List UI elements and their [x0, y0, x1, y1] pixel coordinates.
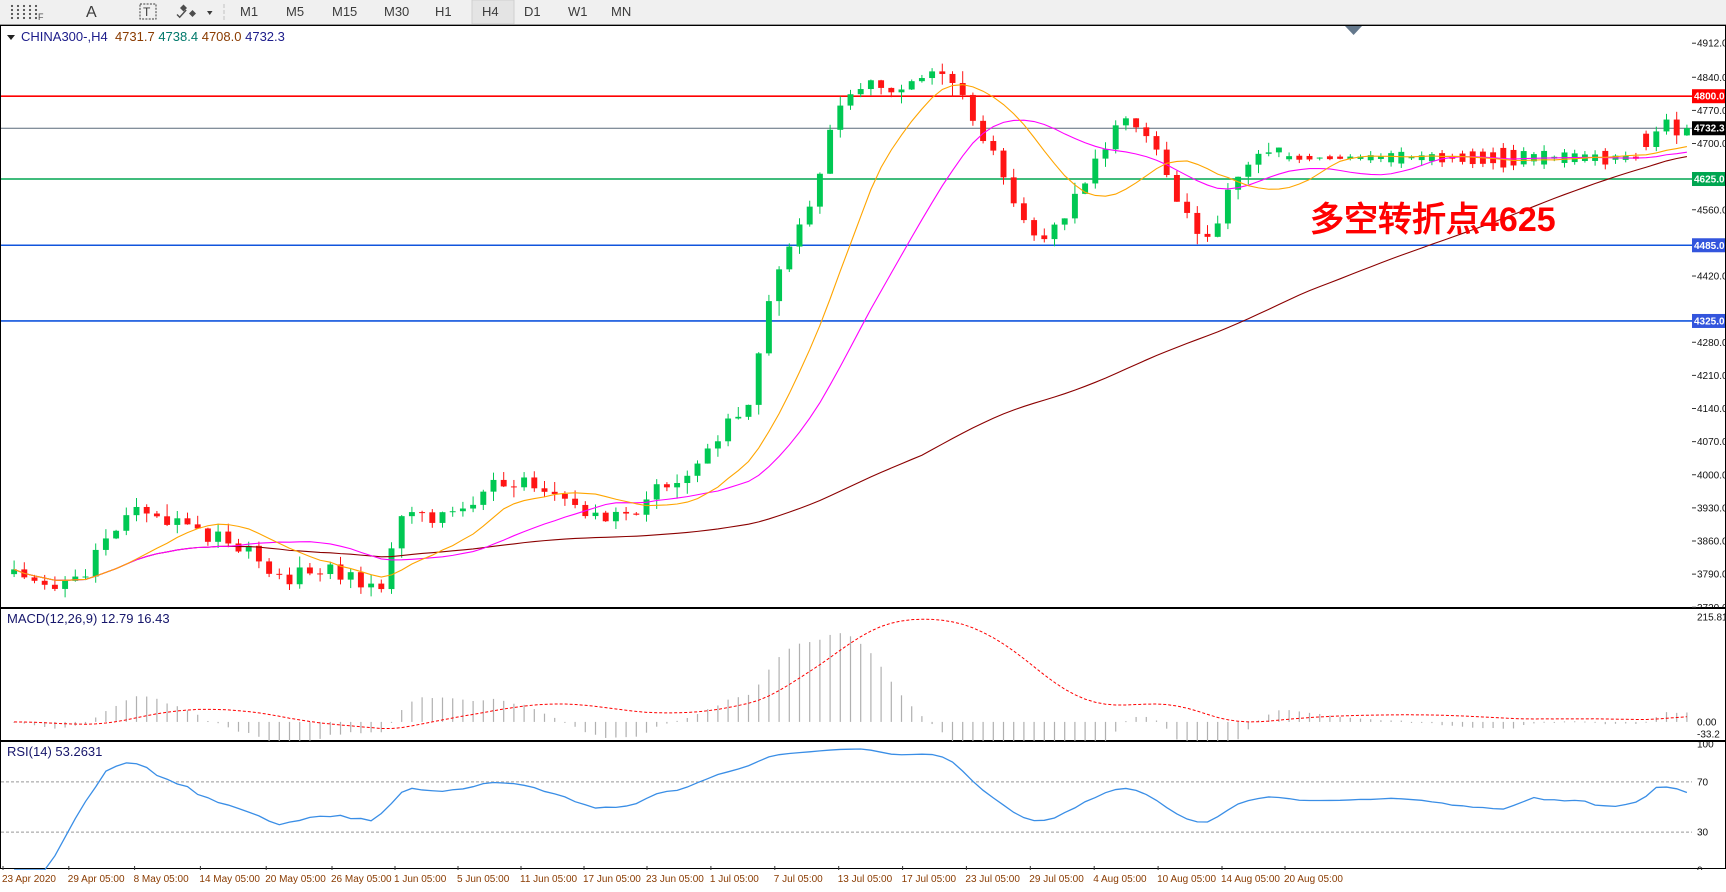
svg-text:T: T: [143, 5, 151, 19]
svg-text:4560.0: 4560.0: [1697, 205, 1726, 216]
svg-text:100: 100: [1697, 742, 1714, 751]
svg-text:4485.0: 4485.0: [1694, 241, 1725, 252]
svg-text:M1: M1: [240, 4, 258, 19]
svg-text:4912.0: 4912.0: [1697, 39, 1726, 50]
svg-text:4800.0: 4800.0: [1694, 92, 1725, 103]
svg-text:F: F: [38, 12, 44, 22]
svg-text:4770.0: 4770.0: [1697, 106, 1726, 117]
svg-text:H4: H4: [482, 4, 499, 19]
svg-text:4840.0: 4840.0: [1697, 73, 1726, 84]
svg-text:4280.0: 4280.0: [1697, 338, 1726, 349]
svg-text:215.81: 215.81: [1697, 613, 1726, 624]
svg-text:4700.0: 4700.0: [1697, 139, 1726, 150]
svg-text:4420.0: 4420.0: [1697, 272, 1726, 283]
svg-text:M30: M30: [384, 4, 409, 19]
svg-text:4210.0: 4210.0: [1697, 371, 1726, 382]
svg-text:4732.3: 4732.3: [1694, 124, 1725, 135]
svg-text:D1: D1: [524, 4, 541, 19]
svg-text:W1: W1: [568, 4, 588, 19]
svg-text:3930.0: 3930.0: [1697, 503, 1726, 514]
svg-text:4000.0: 4000.0: [1697, 470, 1726, 481]
svg-text:4325.0: 4325.0: [1694, 316, 1725, 327]
svg-text:M15: M15: [332, 4, 357, 19]
svg-text:4070.0: 4070.0: [1697, 437, 1726, 448]
svg-text:MN: MN: [611, 4, 631, 19]
svg-text:-33.2: -33.2: [1697, 730, 1720, 741]
svg-text:A: A: [86, 4, 97, 21]
svg-text:0.00: 0.00: [1697, 717, 1717, 728]
svg-text:H1: H1: [435, 4, 452, 19]
svg-text:3790.0: 3790.0: [1697, 570, 1726, 581]
svg-text:M5: M5: [286, 4, 304, 19]
svg-text:3860.0: 3860.0: [1697, 537, 1726, 548]
svg-text:4140.0: 4140.0: [1697, 404, 1726, 415]
svg-text:70: 70: [1697, 777, 1709, 788]
svg-text:30: 30: [1697, 828, 1709, 839]
svg-text:多空转折点4625: 多空转折点4625: [1310, 201, 1556, 239]
svg-text:4625.0: 4625.0: [1694, 175, 1725, 186]
